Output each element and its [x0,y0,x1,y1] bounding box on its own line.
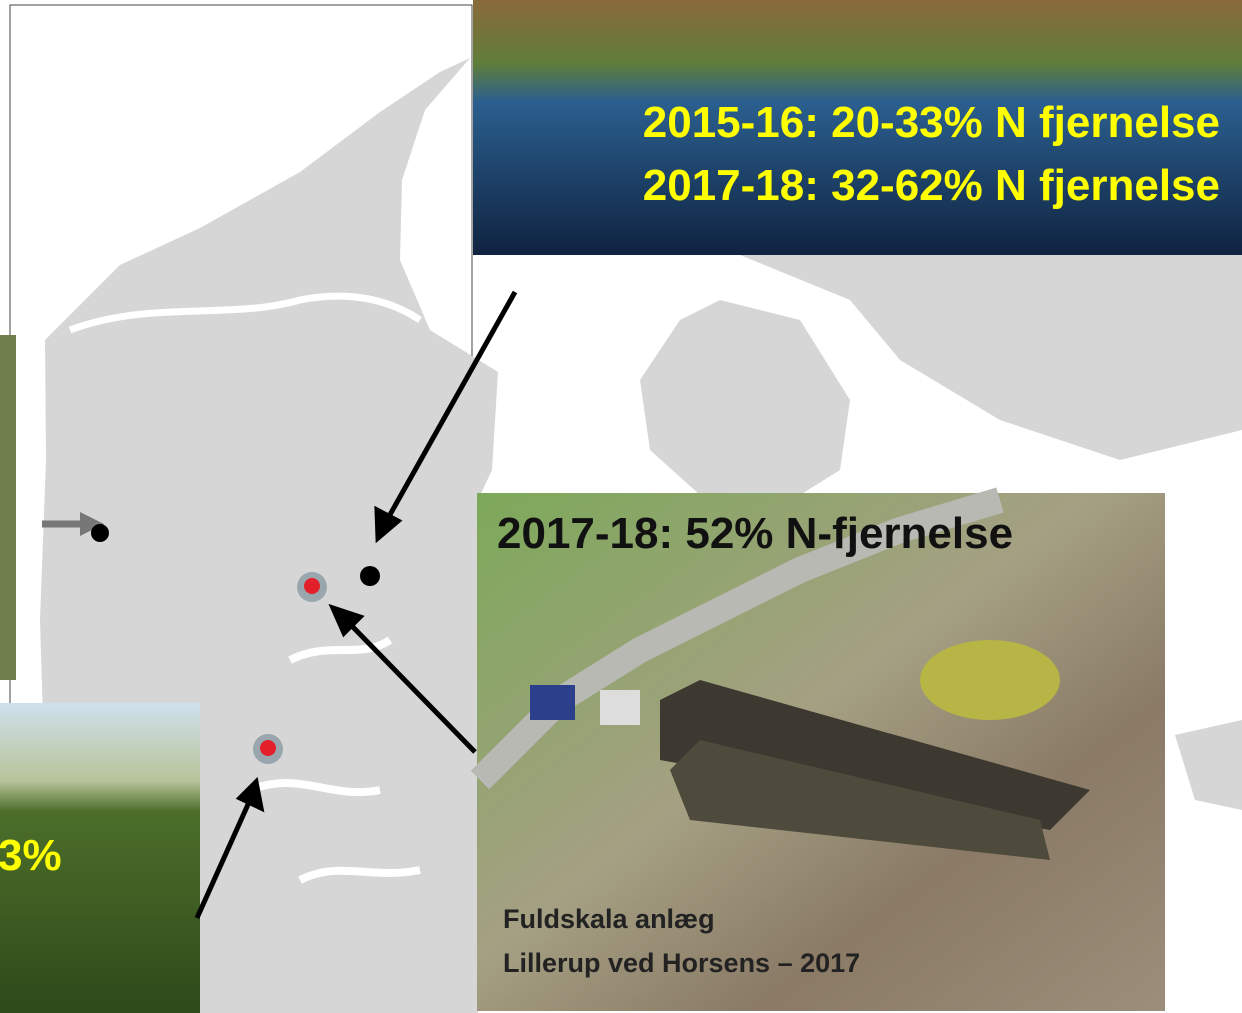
site-icon-core [304,578,320,594]
site-dot [360,566,380,586]
side-photo [0,335,16,680]
zealand-land [640,300,850,495]
photo-caption: 2015-16: 20-33% N fjernelse [643,98,1220,147]
van [600,690,640,725]
photo-caption: 2017-18: 32-62% N fjernelse [643,161,1220,210]
slide: 2015-16: 20-33% N fjernelse 2017-18: 32-… [0,0,1242,1013]
photo-headline: 2017-18: 52% N-fjernelse [497,509,1013,558]
photo-caption: Lillerup ved Horsens – 2017 [503,948,860,978]
site-dot [91,524,109,542]
photo-caption: Fuldskala anlæg [503,904,715,934]
photo-caption: 3% [0,831,62,880]
site-icon-core [260,740,276,756]
page: 2015-16: 20-33% N fjernelse 2017-18: 32-… [0,0,1242,1013]
island-land [1175,720,1242,810]
van [530,685,575,720]
bush [920,640,1060,720]
